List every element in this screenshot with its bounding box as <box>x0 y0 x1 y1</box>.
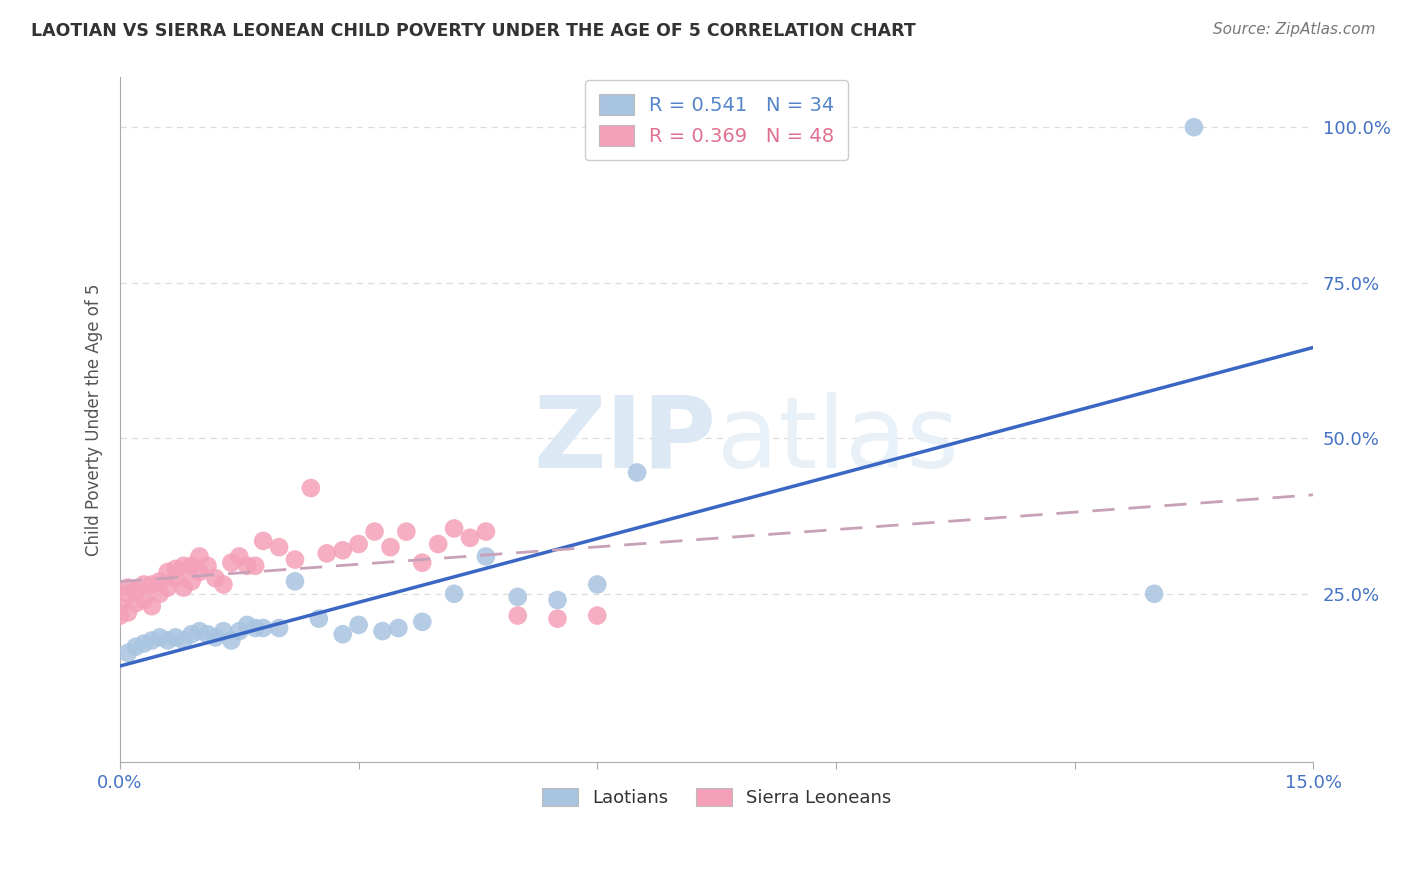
Point <box>267 621 290 635</box>
Point <box>380 540 402 554</box>
Point <box>149 574 172 589</box>
Point <box>197 627 219 641</box>
Point <box>347 537 370 551</box>
Point <box>458 531 481 545</box>
Point <box>387 621 409 635</box>
Point <box>132 577 155 591</box>
Point <box>156 633 179 648</box>
Point <box>204 571 226 585</box>
Y-axis label: Child Poverty Under the Age of 5: Child Poverty Under the Age of 5 <box>86 284 103 556</box>
Point <box>443 521 465 535</box>
Point <box>547 593 569 607</box>
Text: Source: ZipAtlas.com: Source: ZipAtlas.com <box>1212 22 1375 37</box>
Point <box>228 624 250 639</box>
Point <box>180 627 202 641</box>
Point <box>252 533 274 548</box>
Point <box>228 549 250 564</box>
Point <box>141 633 163 648</box>
Text: LAOTIAN VS SIERRA LEONEAN CHILD POVERTY UNDER THE AGE OF 5 CORRELATION CHART: LAOTIAN VS SIERRA LEONEAN CHILD POVERTY … <box>31 22 915 40</box>
Point <box>117 581 139 595</box>
Point <box>427 537 450 551</box>
Point <box>149 587 172 601</box>
Point <box>117 646 139 660</box>
Point <box>308 612 330 626</box>
Point <box>363 524 385 539</box>
Point <box>108 599 131 614</box>
Point <box>1182 120 1205 135</box>
Point <box>506 608 529 623</box>
Point <box>156 565 179 579</box>
Point <box>221 556 243 570</box>
Point <box>547 612 569 626</box>
Point <box>221 633 243 648</box>
Point <box>626 466 648 480</box>
Point <box>347 618 370 632</box>
Point <box>212 577 235 591</box>
Point <box>165 562 187 576</box>
Point <box>197 558 219 573</box>
Point <box>188 565 211 579</box>
Point <box>506 590 529 604</box>
Point <box>117 606 139 620</box>
Point <box>586 608 609 623</box>
Point <box>132 636 155 650</box>
Point <box>165 631 187 645</box>
Point <box>173 581 195 595</box>
Point <box>236 618 259 632</box>
Point <box>212 624 235 639</box>
Point <box>475 549 498 564</box>
Point <box>132 593 155 607</box>
Text: atlas: atlas <box>717 392 959 489</box>
Point <box>299 481 322 495</box>
Point <box>1143 587 1166 601</box>
Point <box>188 624 211 639</box>
Point <box>125 596 148 610</box>
Point <box>180 558 202 573</box>
Point <box>125 583 148 598</box>
Point <box>245 621 267 635</box>
Point <box>267 540 290 554</box>
Point <box>156 581 179 595</box>
Point <box>180 574 202 589</box>
Point <box>141 577 163 591</box>
Point <box>252 621 274 635</box>
Point <box>188 549 211 564</box>
Point <box>443 587 465 601</box>
Point <box>141 599 163 614</box>
Point <box>108 608 131 623</box>
Point <box>236 558 259 573</box>
Point <box>411 615 433 629</box>
Point <box>284 552 307 566</box>
Point <box>173 633 195 648</box>
Point <box>149 631 172 645</box>
Point <box>284 574 307 589</box>
Point <box>475 524 498 539</box>
Point <box>332 543 354 558</box>
Point <box>125 640 148 654</box>
Point <box>117 587 139 601</box>
Point <box>165 571 187 585</box>
Point <box>586 577 609 591</box>
Point <box>395 524 418 539</box>
Legend: Laotians, Sierra Leoneans: Laotians, Sierra Leoneans <box>534 780 898 814</box>
Point <box>371 624 394 639</box>
Point <box>411 556 433 570</box>
Text: ZIP: ZIP <box>534 392 717 489</box>
Point <box>245 558 267 573</box>
Point <box>204 631 226 645</box>
Point <box>332 627 354 641</box>
Point <box>173 558 195 573</box>
Point <box>315 546 337 560</box>
